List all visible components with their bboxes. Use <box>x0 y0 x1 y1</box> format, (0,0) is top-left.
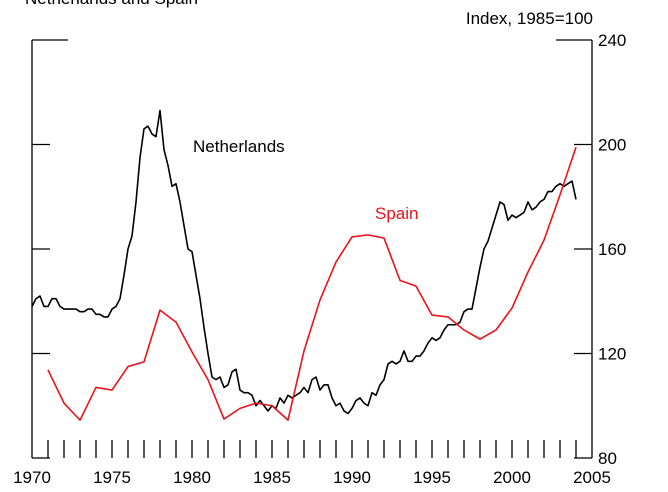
chart-title: Netherlands and Spain <box>25 0 198 8</box>
y-tick-label: 160 <box>598 240 626 259</box>
y-tick-label: 120 <box>598 345 626 364</box>
x-tick-label: 1990 <box>333 468 371 487</box>
x-tick-label: 2005 <box>573 468 611 487</box>
series-label: Netherlands <box>193 137 285 156</box>
x-tick-label: 1980 <box>173 468 211 487</box>
x-tick-label: 1995 <box>413 468 451 487</box>
y-axis-label: Index, 1985=100 <box>466 9 593 28</box>
x-tick-label: 1975 <box>93 468 131 487</box>
series-line <box>47 146 577 421</box>
y-tick-label: 240 <box>598 31 626 50</box>
series-label: Spain <box>375 204 418 223</box>
y-tick-label: 80 <box>598 449 617 468</box>
y-tick-label: 200 <box>598 136 626 155</box>
x-tick-label: 2000 <box>493 468 531 487</box>
series-line <box>31 109 577 415</box>
x-tick-label: 1970 <box>13 468 51 487</box>
x-tick-label: 1985 <box>253 468 291 487</box>
